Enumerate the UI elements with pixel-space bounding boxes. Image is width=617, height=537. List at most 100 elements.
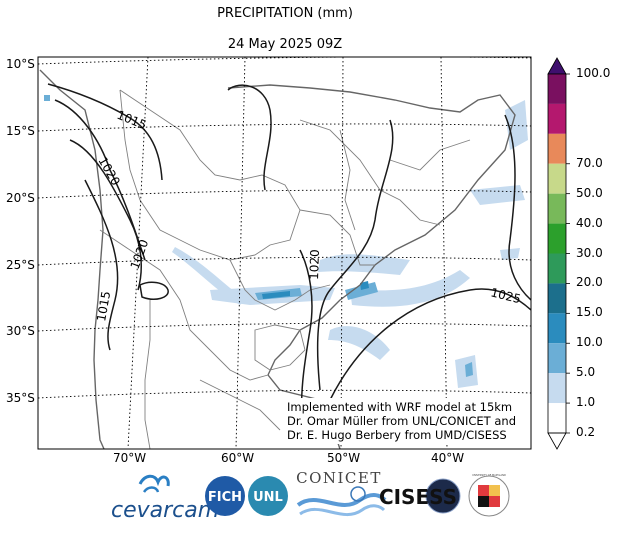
isobar-line — [504, 114, 531, 301]
isobar-label: 1020 — [307, 249, 322, 280]
rain-patch — [345, 282, 378, 300]
isobar-line — [316, 119, 394, 391]
border-line — [199, 379, 281, 431]
lat-label: 30°S — [6, 324, 35, 338]
colorbar-tick-label: 20.0 — [576, 275, 603, 290]
umd-flag-quadrant — [489, 485, 500, 496]
border-line — [99, 229, 269, 381]
border-line — [299, 119, 441, 226]
colorbar-tick-label: 70.0 — [576, 155, 603, 170]
cisess-logo: CISESS — [379, 478, 461, 514]
colorbar-band — [548, 74, 566, 104]
lat-label: 15°S — [6, 124, 35, 138]
colorbar-max-arrow — [547, 57, 567, 75]
colorbar-band — [548, 403, 566, 433]
longitude-line — [235, 57, 246, 449]
conicet-sun-icon — [350, 486, 366, 502]
colorbar-tick-label: 10.0 — [576, 335, 603, 350]
credits-line-3: Dr. E. Hugo Berbery from UMD/CISESS — [287, 428, 507, 442]
border-line — [119, 89, 301, 261]
colorbar-tick-label: 1.0 — [576, 395, 596, 410]
colorbar-band — [548, 193, 566, 224]
isobar-line — [299, 249, 313, 421]
west-coastline — [39, 69, 105, 449]
border-line — [389, 139, 471, 171]
credits-line-1: Implemented with WRF model at 15km — [287, 400, 512, 414]
colorbar-band — [548, 283, 566, 314]
rain-patch — [360, 281, 369, 290]
fich-logo — [205, 476, 245, 516]
isobar-line — [329, 288, 531, 401]
rain-patch — [465, 362, 473, 377]
rain-patch — [328, 326, 390, 360]
colorbar-tick-label: 50.0 — [576, 185, 603, 200]
fich-wordmark: FICH — [208, 490, 242, 505]
latitude-line — [38, 322, 531, 332]
lat-label: 25°S — [6, 258, 35, 272]
lon-label: 50°W — [327, 451, 361, 465]
lat-label: 10°S — [6, 57, 35, 71]
map-title: PRECIPITATION (mm) — [217, 6, 353, 21]
map-frame-bg — [38, 57, 531, 449]
isobar-label: 1015 — [94, 290, 113, 323]
colorbar — [547, 57, 570, 450]
umd-seal-logo: UNIVERSITY OF MARYLAND — [468, 473, 510, 517]
colorbar-band — [548, 313, 566, 344]
precipitation-field-heavy — [262, 281, 369, 299]
map-frame — [37, 56, 532, 450]
umd-flag-quadrant — [478, 485, 489, 496]
lon-label: 40°W — [431, 451, 465, 465]
colorbar-tick-label: 0.2 — [576, 425, 596, 439]
lon-label: 60°W — [221, 451, 255, 465]
border-line — [299, 209, 375, 266]
cisess-wordmark: CISESS — [379, 485, 457, 509]
colorbar-tick-label: 100.0 — [576, 66, 611, 80]
rain-patch — [505, 100, 528, 150]
rain-patch — [350, 270, 470, 307]
conicet-wave-icon — [299, 504, 386, 516]
globe-outline — [425, 478, 461, 514]
latitude-line — [38, 123, 531, 132]
longitude-line — [340, 57, 344, 449]
cevarcam-wordmark: cevarcam — [111, 498, 219, 523]
latitude-line — [38, 189, 531, 199]
cevarcam-wave-icon — [142, 486, 160, 493]
isobar-line — [227, 84, 272, 191]
globe-icon — [426, 479, 460, 513]
colorbar-band — [548, 373, 566, 404]
east-coastline — [227, 84, 516, 376]
cevarcam-logo: cevarcam — [111, 474, 219, 523]
border-line — [229, 259, 331, 311]
longitude-line — [440, 57, 448, 449]
isobar-line — [69, 139, 143, 291]
colorbar-tick-label: 5.0 — [576, 365, 596, 380]
colorbar-tick-label: 30.0 — [576, 245, 603, 260]
conicet-logo: CONICET — [296, 469, 387, 516]
isobars — [47, 83, 531, 421]
umd-seal-text: UNIVERSITY OF MARYLAND — [472, 473, 506, 477]
cevarcam-wave-icon — [138, 474, 170, 487]
isobar-line — [47, 83, 163, 181]
credits-box — [282, 398, 514, 444]
colorbar-band — [548, 133, 566, 164]
colorbar-tick-label: 40.0 — [576, 215, 603, 230]
rain-patch — [500, 248, 520, 260]
border-line — [254, 324, 306, 371]
credits-line-2: Dr. Omar Müller from UNL/CONICET and — [287, 414, 516, 428]
umd-flag-quadrant — [489, 496, 500, 507]
rain-patch — [44, 95, 50, 101]
latitude-line — [38, 256, 531, 266]
latitude-line — [38, 389, 531, 399]
lat-label: 35°S — [6, 391, 35, 405]
colorbar-band — [548, 103, 566, 134]
colorbar-band — [548, 223, 566, 254]
lon-label: 70°W — [113, 451, 147, 465]
umd-flag-quadrant — [478, 496, 489, 507]
unl-wordmark: UNL — [253, 490, 283, 505]
map-timestamp: 24 May 2025 09Z — [227, 37, 343, 52]
longitude-line — [127, 57, 149, 449]
unl-logo — [248, 476, 288, 516]
isobar-line — [84, 179, 119, 351]
lat-label: 20°S — [6, 191, 35, 205]
